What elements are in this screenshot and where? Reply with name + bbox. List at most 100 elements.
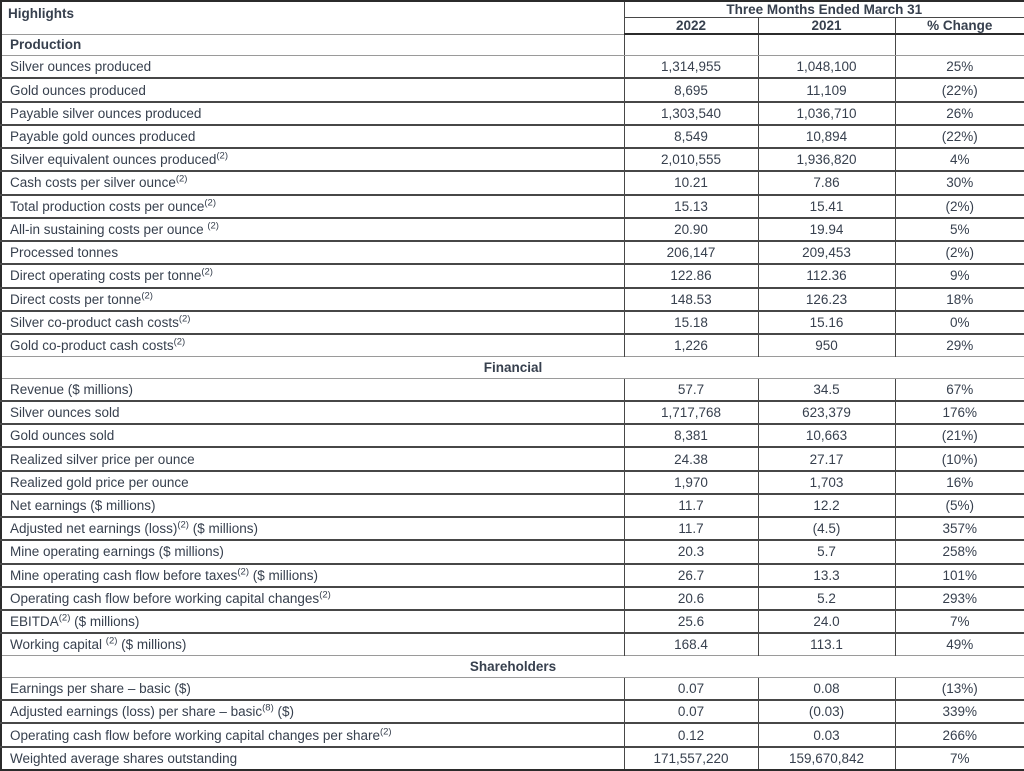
- value-2022-cell: 1,303,540: [623, 100, 759, 125]
- change-cell: 30%: [894, 170, 1024, 195]
- row-label-cell: Net earnings ($ millions): [0, 492, 625, 518]
- table-row: Silver co-product cash costs(2) 15.18 15.1…: [0, 309, 1024, 334]
- row-label: Silver equivalent ounces produced: [10, 152, 217, 168]
- value-2022-cell: 0.12: [623, 722, 759, 747]
- value-2021-cell: 19.94: [757, 216, 896, 242]
- footnote-ref: (2): [105, 635, 118, 647]
- footnote-ref: (2): [216, 150, 229, 162]
- table-row: Weighted average shares outstanding 171,5…: [0, 745, 1024, 770]
- row-label-cell: Weighted average shares outstanding: [0, 745, 625, 770]
- row-label: Gold ounces produced: [10, 82, 146, 98]
- value-2021-cell: 1,036,710: [757, 100, 896, 125]
- change-cell: 0%: [894, 309, 1024, 334]
- row-label: Payable gold ounces produced: [10, 128, 196, 144]
- row-label: Net earnings ($ millions): [10, 497, 156, 513]
- change-cell: [894, 33, 1024, 57]
- table-title: Highlights: [0, 1, 625, 34]
- row-label: Earnings per share – basic ($): [10, 681, 191, 697]
- row-label: Mine operating cash flow before taxes: [10, 567, 238, 583]
- footnote-ref: (2): [173, 336, 186, 348]
- value-2022-cell: 148.53: [623, 286, 759, 311]
- value-2021-cell: 15.16: [757, 309, 896, 334]
- value-2021-cell: 159,670,842: [757, 745, 896, 770]
- footnote-ref: (2): [201, 266, 213, 278]
- value-2022-cell: 8,549: [623, 123, 759, 149]
- column-header-change: % Change: [894, 17, 1024, 35]
- change-cell: (21%): [894, 423, 1024, 448]
- change-cell: 29%: [894, 333, 1024, 357]
- change-cell: 7%: [894, 745, 1024, 770]
- table-row: EBITDA(2) ($ millions) 25.6 24.0 7%: [0, 609, 1024, 634]
- table-row: Adjusted earnings (loss) per share – bas…: [0, 699, 1024, 724]
- table-row: Operating cash flow before working capit…: [0, 585, 1024, 611]
- row-label-cell: Mine operating earnings ($ millions): [0, 539, 625, 564]
- table-row: Processed tonnes 206,147 209,453 (2%): [0, 240, 1024, 265]
- row-label: Realized gold price per ounce: [10, 474, 189, 490]
- row-label-cell: Earnings per share – basic ($): [0, 677, 625, 701]
- change-cell: 49%: [894, 632, 1024, 656]
- value-2021-cell: 623,379: [757, 399, 896, 425]
- change-cell: (13%): [894, 677, 1024, 701]
- value-2021-cell: 1,048,100: [757, 55, 896, 79]
- row-label: Adjusted net earnings (loss): [10, 521, 178, 537]
- row-label: All-in sustaining costs per ounce: [10, 221, 208, 237]
- change-cell: (2%): [894, 193, 1024, 218]
- table-row: Silver ounces sold 1,717,768 623,379 176%: [0, 399, 1024, 425]
- value-2021-cell: 209,453: [757, 240, 896, 265]
- table-row: Payable silver ounces produced 1,303,540 1…: [0, 100, 1024, 125]
- value-2022-cell: 20.90: [623, 216, 759, 242]
- row-label-cell: Operating cash flow before working capit…: [0, 722, 625, 747]
- section-row-shareholders: Shareholders: [0, 655, 1024, 679]
- value-2022-cell: 20.3: [623, 539, 759, 564]
- row-label: EBITDA: [10, 614, 59, 630]
- footnote-ref: (2): [204, 197, 216, 209]
- value-2021-cell: 1,936,820: [757, 147, 896, 172]
- row-label-suffix: ($): [273, 704, 295, 720]
- row-label-cell: Gold co-product cash costs(2): [0, 333, 625, 357]
- section-header: Production: [0, 33, 625, 57]
- change-cell: (2%): [894, 240, 1024, 265]
- change-cell: 258%: [894, 539, 1024, 564]
- value-2022-cell: 11.7: [623, 516, 759, 541]
- value-2022-cell: 24.38: [623, 446, 759, 471]
- footnote-ref: (2): [177, 519, 189, 531]
- value-2021-cell: 0.08: [757, 677, 896, 701]
- value-2022-cell: 10.21: [623, 170, 759, 195]
- value-2022-cell: 11.7: [623, 492, 759, 518]
- value-2022-cell: 122.86: [623, 263, 759, 288]
- row-label-cell: Cash costs per silver ounce(2): [0, 170, 625, 195]
- table-row: Realized silver price per ounce 24.38 27.1…: [0, 446, 1024, 471]
- footnote-ref: (8): [262, 702, 274, 714]
- row-label-cell: Payable gold ounces produced: [0, 123, 625, 149]
- change-cell: 26%: [894, 100, 1024, 125]
- value-2022-cell: 15.13: [623, 193, 759, 218]
- row-label-cell: Gold ounces sold: [0, 423, 625, 448]
- table-row: Operating cash flow before working capit…: [0, 722, 1024, 747]
- value-2021-cell: 12.2: [757, 492, 896, 518]
- row-label-cell: Payable silver ounces produced: [0, 100, 625, 125]
- value-2022-cell: 20.6: [623, 585, 759, 611]
- value-2021-cell: 24.0: [757, 609, 896, 634]
- change-cell: 18%: [894, 286, 1024, 311]
- change-cell: 266%: [894, 722, 1024, 747]
- row-label-cell: Realized gold price per ounce: [0, 469, 625, 494]
- value-2022-cell: 168.4: [623, 632, 759, 656]
- row-label-cell: EBITDA(2) ($ millions): [0, 609, 625, 634]
- change-cell: 67%: [894, 377, 1024, 401]
- value-2021-cell: 10,663: [757, 423, 896, 448]
- value-2022-cell: 1,226: [623, 333, 759, 357]
- table-row: Earnings per share – basic ($) 0.07 0.08 (1…: [0, 677, 1024, 701]
- row-label: Weighted average shares outstanding: [10, 750, 238, 766]
- value-2022-cell: 0.07: [623, 699, 759, 724]
- header-row-period: Highlights Three Months Ended March 31: [0, 1, 1024, 34]
- row-label-suffix: ($ millions): [70, 614, 140, 630]
- value-2021-cell: 11,109: [757, 77, 896, 102]
- value-2022-cell: 26.7: [623, 562, 759, 587]
- period-title: Three Months Ended March 31: [623, 1, 1024, 18]
- change-cell: 101%: [894, 562, 1024, 587]
- row-label-cell: Mine operating cash flow before taxes(2)…: [0, 562, 625, 587]
- value-2021-cell: 126.23: [757, 286, 896, 311]
- section-header: Shareholders: [0, 655, 1024, 679]
- table-row: Revenue ($ millions) 57.7 34.5 67%: [0, 377, 1024, 401]
